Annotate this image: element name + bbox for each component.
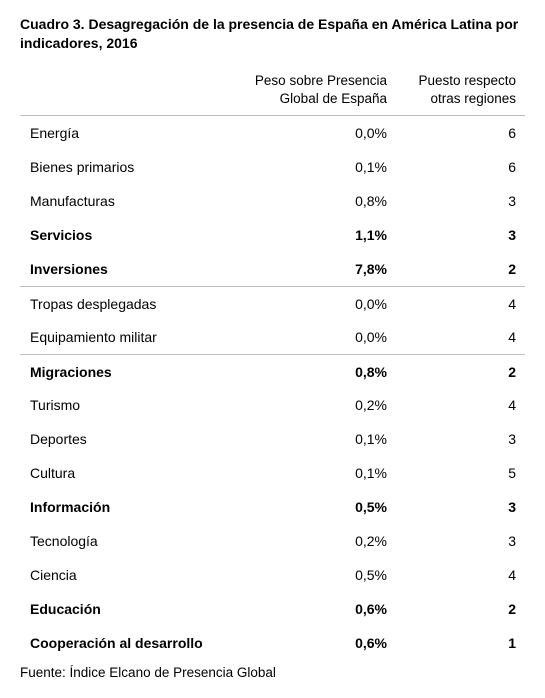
table-row: Cultura 0,1% 5 xyxy=(20,456,525,490)
row-peso-value: 0,6% xyxy=(355,601,387,617)
source-note: Fuente: Índice Elcano de Presencia Globa… xyxy=(20,665,276,680)
table-row: Energía 0,0% 6 xyxy=(20,116,525,150)
row-indicator-name: Turismo xyxy=(30,397,81,413)
row-indicator-name: Información xyxy=(30,499,111,515)
row-puesto-value: 3 xyxy=(508,227,516,243)
row-indicator-name: Cooperación al desarrollo xyxy=(30,635,203,651)
row-puesto-value: 6 xyxy=(508,159,516,175)
table-row: Servicios 1,1% 3 xyxy=(20,218,525,252)
column-header-peso-line2: Global de España xyxy=(279,91,387,106)
row-peso-value: 0,1% xyxy=(355,159,387,175)
column-header-puesto: Puesto respecto otras regiones xyxy=(394,72,516,108)
row-indicator-name: Ciencia xyxy=(30,567,77,583)
table-row: Ciencia 0,5% 4 xyxy=(20,558,525,592)
row-indicator-name: Deportes xyxy=(30,431,87,447)
table-body: Energía 0,0% 6 Bienes primarios 0,1% 6 Manufac… xyxy=(20,116,525,660)
row-peso-value: 0,0% xyxy=(355,125,387,141)
table-row: Manufacturas 0,8% 3 xyxy=(20,184,525,218)
row-peso-value: 1,1% xyxy=(355,227,387,243)
row-indicator-name: Manufacturas xyxy=(30,193,115,209)
table-row: Deportes 0,1% 3 xyxy=(20,422,525,456)
table-row: Educación 0,6% 2 xyxy=(20,592,525,626)
table-row: Información 0,5% 3 xyxy=(20,490,525,524)
row-puesto-value: 2 xyxy=(508,261,516,277)
column-header-puesto-line1: Puesto respecto xyxy=(418,73,516,88)
row-puesto-value: 4 xyxy=(508,567,516,583)
row-indicator-name: Servicios xyxy=(30,227,93,243)
row-puesto-value: 5 xyxy=(508,465,516,481)
row-peso-value: 0,8% xyxy=(355,193,387,209)
row-indicator-name: Energía xyxy=(30,125,80,141)
row-puesto-value: 3 xyxy=(508,193,516,209)
row-puesto-value: 1 xyxy=(508,635,516,651)
row-indicator-name: Tropas desplegadas xyxy=(30,296,157,312)
row-peso-value: 0,8% xyxy=(355,364,387,380)
row-puesto-value: 4 xyxy=(508,329,516,345)
row-indicator-name: Migraciones xyxy=(30,364,112,380)
row-puesto-value: 4 xyxy=(508,397,516,413)
table-row: Turismo 0,2% 4 xyxy=(20,388,525,422)
column-header-puesto-line2: otras regiones xyxy=(430,91,516,106)
row-peso-value: 0,0% xyxy=(355,329,387,345)
indicators-table: Peso sobre Presencia Global de España Pu… xyxy=(20,72,525,660)
row-indicator-name: Equipamiento militar xyxy=(30,329,157,345)
table-row: Cooperación al desarrollo 0,6% 1 xyxy=(20,626,525,660)
row-indicator-name: Educación xyxy=(30,601,101,617)
row-puesto-value: 2 xyxy=(508,364,516,380)
row-indicator-name: Tecnología xyxy=(30,533,98,549)
row-peso-value: 0,1% xyxy=(355,465,387,481)
row-peso-value: 0,5% xyxy=(355,499,387,515)
row-puesto-value: 2 xyxy=(508,601,516,617)
table-title: Cuadro 3. Desagregación de la presencia … xyxy=(20,16,519,51)
table-row: Migraciones 0,8% 2 xyxy=(20,354,525,388)
table-row: Bienes primarios 0,1% 6 xyxy=(20,150,525,184)
column-header-peso: Peso sobre Presencia Global de España xyxy=(220,72,387,108)
row-puesto-value: 3 xyxy=(508,431,516,447)
row-puesto-value: 4 xyxy=(508,296,516,312)
row-indicator-name: Bienes primarios xyxy=(30,159,135,175)
row-peso-value: 0,2% xyxy=(355,397,387,413)
table-row: Tropas desplegadas 0,0% 4 xyxy=(20,286,525,320)
table-row: Equipamiento militar 0,0% 4 xyxy=(20,320,525,354)
row-puesto-value: 3 xyxy=(508,499,516,515)
row-peso-value: 0,5% xyxy=(355,567,387,583)
row-peso-value: 7,8% xyxy=(355,261,387,277)
row-peso-value: 0,6% xyxy=(355,635,387,651)
row-peso-value: 0,2% xyxy=(355,533,387,549)
column-header-peso-line1: Peso sobre Presencia xyxy=(254,73,387,88)
row-peso-value: 0,0% xyxy=(355,296,387,312)
table-row: Tecnología 0,2% 3 xyxy=(20,524,525,558)
row-indicator-name: Cultura xyxy=(30,465,76,481)
table-row: Inversiones 7,8% 2 xyxy=(20,252,525,286)
row-puesto-value: 3 xyxy=(508,533,516,549)
row-indicator-name: Inversiones xyxy=(30,261,108,277)
table-header: Peso sobre Presencia Global de España Pu… xyxy=(20,72,525,116)
row-peso-value: 0,1% xyxy=(355,431,387,447)
row-puesto-value: 6 xyxy=(508,125,516,141)
